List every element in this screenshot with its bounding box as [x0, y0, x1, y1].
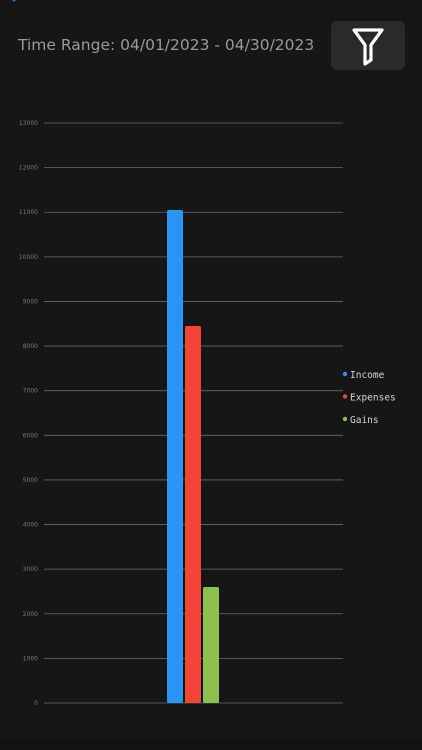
bar-expenses[interactable] — [185, 326, 201, 703]
y-tick-label: 7000 — [23, 388, 38, 395]
y-tick-label: 0 — [34, 700, 38, 707]
y-axis-ticks: 0 1000 2000 3000 4000 5000 6000 7000 8000 9000 100… — [19, 120, 38, 707]
legend-label[interactable]: Gains — [350, 415, 379, 426]
y-tick-label: 9000 — [23, 298, 38, 305]
legend-label[interactable]: Expenses — [350, 393, 396, 404]
y-tick-label: 13000 — [19, 120, 38, 127]
y-tick-label: 8000 — [23, 343, 38, 350]
bars — [167, 210, 219, 703]
y-tick-label: 5000 — [23, 477, 38, 484]
y-tick-label: 3000 — [23, 566, 38, 573]
y-tick-label: 6000 — [23, 432, 38, 439]
legend-label[interactable]: Income — [350, 370, 385, 381]
bar-gains[interactable] — [203, 587, 219, 703]
bottom-tab-bar — [0, 738, 422, 750]
y-tick-label: 2000 — [23, 611, 38, 618]
y-tick-label: 12000 — [19, 165, 38, 172]
y-tick-label: 10000 — [19, 254, 38, 261]
y-tick-label: 4000 — [23, 522, 38, 529]
time-range-label: Time Range: 04/01/2023 - 04/30/2023 — [18, 36, 315, 54]
filter-button[interactable] — [331, 21, 405, 70]
legend: Income Expenses Gains — [342, 370, 396, 426]
funnel-icon — [352, 27, 384, 66]
bar-income[interactable] — [167, 210, 183, 703]
legend-marker — [342, 371, 348, 377]
y-tick-label: 11000 — [19, 209, 38, 216]
y-tick-label: 1000 — [23, 655, 38, 662]
legend-marker — [342, 394, 348, 399]
legend-marker — [342, 416, 348, 422]
